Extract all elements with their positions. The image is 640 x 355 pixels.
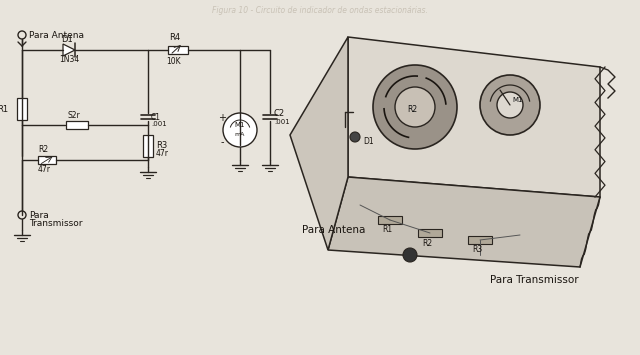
Bar — [66, 121, 88, 129]
Bar — [38, 156, 56, 164]
Circle shape — [350, 132, 360, 142]
Bar — [378, 216, 402, 224]
Circle shape — [480, 75, 540, 135]
Text: D1: D1 — [363, 137, 374, 147]
Text: C1: C1 — [151, 113, 161, 121]
Text: R2: R2 — [38, 146, 48, 154]
Text: D1: D1 — [61, 34, 73, 44]
Polygon shape — [328, 177, 600, 267]
Text: R1: R1 — [0, 104, 8, 114]
Text: .001: .001 — [151, 121, 167, 127]
Text: Para: Para — [29, 211, 49, 219]
Text: 1N34: 1N34 — [59, 55, 79, 65]
Text: C2: C2 — [274, 109, 285, 119]
Text: R2: R2 — [407, 104, 417, 114]
Text: Para Transmissor: Para Transmissor — [490, 275, 579, 285]
Text: Para Antena: Para Antena — [302, 225, 365, 235]
Text: R2: R2 — [422, 239, 432, 247]
Text: M1: M1 — [512, 97, 522, 103]
Bar — [168, 46, 188, 54]
Text: 47r: 47r — [156, 149, 169, 158]
Circle shape — [395, 87, 435, 127]
Text: R1: R1 — [382, 225, 392, 235]
Text: M1: M1 — [234, 122, 244, 128]
Circle shape — [497, 92, 523, 118]
Polygon shape — [290, 37, 348, 250]
Text: mA: mA — [234, 131, 244, 137]
Polygon shape — [348, 37, 600, 197]
Text: R3: R3 — [156, 142, 167, 151]
Text: 47r: 47r — [38, 165, 51, 175]
Bar — [143, 135, 153, 157]
Text: -: - — [220, 137, 224, 147]
Polygon shape — [63, 44, 75, 56]
Bar — [468, 236, 492, 244]
Text: 10K: 10K — [166, 58, 181, 66]
Bar — [17, 98, 27, 120]
Text: Para Antena: Para Antena — [29, 31, 84, 39]
Text: R4: R4 — [170, 33, 180, 42]
Text: Transmissor: Transmissor — [29, 218, 83, 228]
Circle shape — [403, 248, 417, 262]
Bar — [418, 229, 442, 237]
Text: R3: R3 — [472, 246, 483, 255]
Text: +: + — [218, 113, 226, 123]
Circle shape — [223, 113, 257, 147]
Circle shape — [373, 65, 457, 149]
Text: Figura 10 - Circuito de indicador de ondas estacionárias.: Figura 10 - Circuito de indicador de ond… — [212, 6, 428, 15]
Text: .001: .001 — [274, 119, 290, 125]
Text: S2r: S2r — [67, 110, 80, 120]
